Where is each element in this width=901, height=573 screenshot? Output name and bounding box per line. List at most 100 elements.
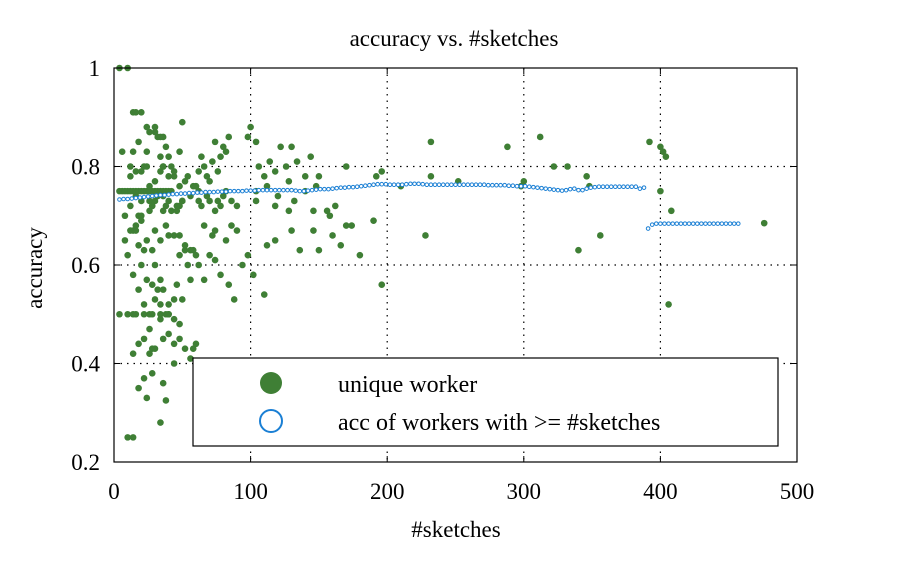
unique-worker-point: [129, 350, 137, 357]
acc-workers-point: [731, 221, 737, 226]
acc-workers-point: [629, 184, 635, 189]
acc-workers-point: [289, 187, 294, 193]
unique-worker-point: [138, 261, 145, 269]
unique-worker-point: [127, 227, 134, 234]
unique-worker-point: [214, 197, 222, 205]
unique-worker-point: [151, 177, 159, 185]
unique-worker-point: [370, 217, 377, 224]
unique-worker-point: [176, 182, 183, 190]
unique-worker-point: [252, 197, 260, 205]
acc-workers-point: [727, 221, 733, 226]
acc-workers-point: [449, 182, 454, 188]
acc-workers-point: [346, 184, 352, 190]
unique-worker-point: [173, 281, 181, 289]
unique-worker-point: [342, 222, 350, 229]
acc-workers-point: [559, 188, 565, 193]
unique-worker-point: [176, 232, 183, 239]
acc-workers-point: [162, 192, 167, 198]
acc-workers-point: [662, 221, 667, 226]
acc-workers-point: [658, 221, 663, 226]
acc-workers-point: [404, 181, 409, 187]
unique-worker-point: [301, 173, 309, 180]
unique-worker-point: [348, 222, 355, 229]
unique-worker-point: [230, 296, 238, 303]
unique-worker-point: [179, 197, 186, 205]
acc-workers-point: [424, 182, 430, 188]
acc-workers-point: [674, 221, 680, 226]
unique-worker-point: [657, 187, 664, 195]
unique-worker-point: [157, 419, 164, 426]
unique-worker-point: [263, 182, 271, 190]
unique-worker-point: [184, 261, 192, 269]
unique-worker-point: [206, 197, 213, 205]
acc-workers-point: [272, 187, 278, 193]
unique-worker-point: [157, 276, 164, 284]
acc-workers-point: [190, 190, 196, 196]
acc-workers-point: [477, 182, 483, 188]
acc-workers-point: [166, 192, 171, 197]
unique-worker-point: [148, 281, 156, 289]
acc-workers-point: [121, 196, 126, 202]
acc-workers-point: [649, 222, 655, 227]
unique-worker-point: [159, 286, 167, 293]
unique-worker-point: [225, 133, 233, 141]
y-tick-label: 0.6: [71, 253, 100, 278]
y-tick-label: 0.8: [71, 155, 100, 180]
acc-workers-point: [694, 221, 700, 226]
acc-workers-point: [420, 181, 426, 187]
acc-workers-point: [539, 185, 544, 191]
acc-workers-point: [195, 190, 200, 195]
unique-worker-point: [129, 434, 137, 441]
unique-worker-point: [315, 246, 323, 254]
acc-workers-point: [408, 181, 413, 187]
acc-workers-point: [309, 187, 315, 193]
acc-workers-point: [305, 188, 311, 193]
acc-workers-point: [203, 189, 208, 195]
unique-worker-point: [157, 153, 164, 160]
unique-worker-point: [219, 143, 227, 151]
acc-workers-point: [211, 189, 217, 195]
unique-worker-point: [282, 163, 290, 170]
acc-workers-point: [145, 194, 151, 199]
acc-workers-point: [682, 221, 688, 226]
acc-workers-point: [342, 185, 348, 190]
unique-worker-point: [170, 360, 178, 367]
unique-worker-point: [427, 173, 435, 180]
unique-worker-point: [138, 217, 145, 224]
unique-worker-point: [211, 227, 219, 234]
acc-workers-point: [604, 184, 610, 189]
x-tick-labels: 0 100 200 300 400 500: [108, 479, 814, 504]
acc-workers-point: [506, 183, 512, 189]
unique-worker-point: [285, 207, 293, 215]
acc-workers-point: [428, 182, 434, 188]
unique-worker-point: [170, 340, 178, 348]
unique-worker-point: [132, 222, 140, 229]
acc-workers-point: [494, 182, 499, 188]
unique-worker-point: [162, 202, 170, 210]
unique-worker-point: [285, 177, 293, 185]
acc-workers-point: [654, 221, 659, 226]
unique-worker-point: [151, 261, 159, 269]
legend: unique worker acc of workers with >= #sk…: [192, 357, 779, 447]
unique-worker-point: [195, 261, 202, 269]
unique-worker-point: [520, 177, 528, 185]
unique-worker-point: [260, 291, 268, 298]
unique-worker-point: [170, 173, 178, 180]
unique-worker-point: [192, 340, 200, 348]
acc-workers-point: [182, 191, 188, 196]
unique-worker-point: [187, 355, 194, 362]
unique-worker-point: [165, 232, 172, 239]
acc-workers-point: [383, 181, 389, 187]
acc-workers-point: [186, 190, 192, 196]
unique-worker-point: [200, 163, 208, 170]
acc-workers-point: [412, 181, 417, 187]
unique-worker-point: [132, 168, 140, 175]
acc-workers-point: [535, 185, 540, 190]
unique-worker-point: [148, 370, 156, 377]
unique-worker-point: [143, 394, 151, 402]
acc-workers-point: [293, 188, 298, 193]
unique-worker-point: [271, 168, 279, 175]
acc-workers-point: [338, 185, 344, 190]
unique-worker-point: [356, 251, 364, 259]
